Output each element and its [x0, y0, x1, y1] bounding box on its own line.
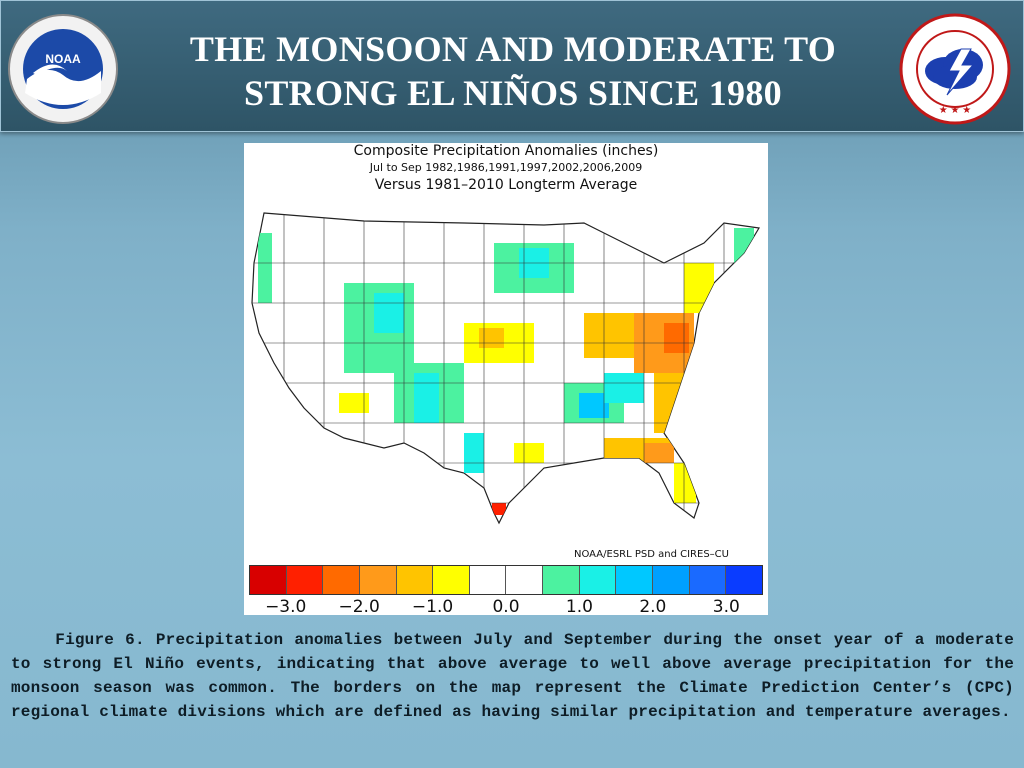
color-legend: [249, 565, 763, 595]
legend-tick-label: 0.0: [492, 597, 520, 617]
svg-text:NOAA: NOAA: [45, 52, 81, 66]
map-subtitle-2: Versus 1981–2010 Longterm Average: [374, 177, 638, 193]
title-line-1: THE MONSOON AND MODERATE TO: [189, 29, 837, 69]
map-subtitle: Jul to Sep 1982,1986,1991,1997,2002,2006…: [369, 161, 643, 174]
legend-tick-label: −1.0: [411, 597, 454, 617]
map-title: Composite Precipitation Anomalies (inche…: [353, 143, 659, 159]
us-map: [251, 212, 760, 525]
legend-swatch: [359, 566, 397, 594]
legend-swatch: [616, 566, 654, 594]
legend-tick-label: 1.0: [565, 597, 593, 617]
legend-swatch: [469, 566, 507, 594]
legend-swatch: [506, 566, 544, 594]
legend-swatch: [579, 566, 617, 594]
page-title: THE MONSOON AND MODERATE TO STRONG EL NI…: [141, 27, 885, 115]
legend-swatch: [323, 566, 360, 594]
legend-swatch: [653, 566, 690, 594]
slide-header: NOAA THE MONSOON AND MODERATE TO STRONG …: [0, 0, 1024, 132]
title-line-2: STRONG EL NIÑOS SINCE 1980: [244, 73, 782, 113]
precipitation-anomaly-map: Composite Precipitation Anomalies (inche…: [244, 143, 768, 617]
legend-tick-label: 2.0: [639, 597, 667, 617]
figure-caption: Figure 6. Precipitation anomalies betwee…: [11, 631, 1014, 721]
map-credit: NOAA/ESRL PSD and CIRES–CU: [574, 549, 729, 560]
legend-tick-label: −3.0: [265, 597, 307, 617]
legend-swatch: [689, 566, 727, 594]
svg-text:★ ★ ★: ★ ★ ★: [939, 105, 971, 116]
noaa-logo: NOAA: [8, 14, 118, 124]
legend-tick-label: 3.0: [712, 597, 740, 617]
legend-ticks: −3.0 −2.0 −1.0 0.0 1.0 2.0 3.0: [244, 597, 768, 617]
legend-swatch: [726, 566, 762, 594]
nws-logo: ★ ★ ★: [899, 13, 1011, 125]
legend-swatch: [543, 566, 580, 594]
legend-swatch: [396, 566, 434, 594]
legend-tick-label: −2.0: [338, 597, 380, 617]
legend-swatch: [250, 566, 287, 594]
legend-swatch: [433, 566, 470, 594]
legend-swatch: [286, 566, 324, 594]
